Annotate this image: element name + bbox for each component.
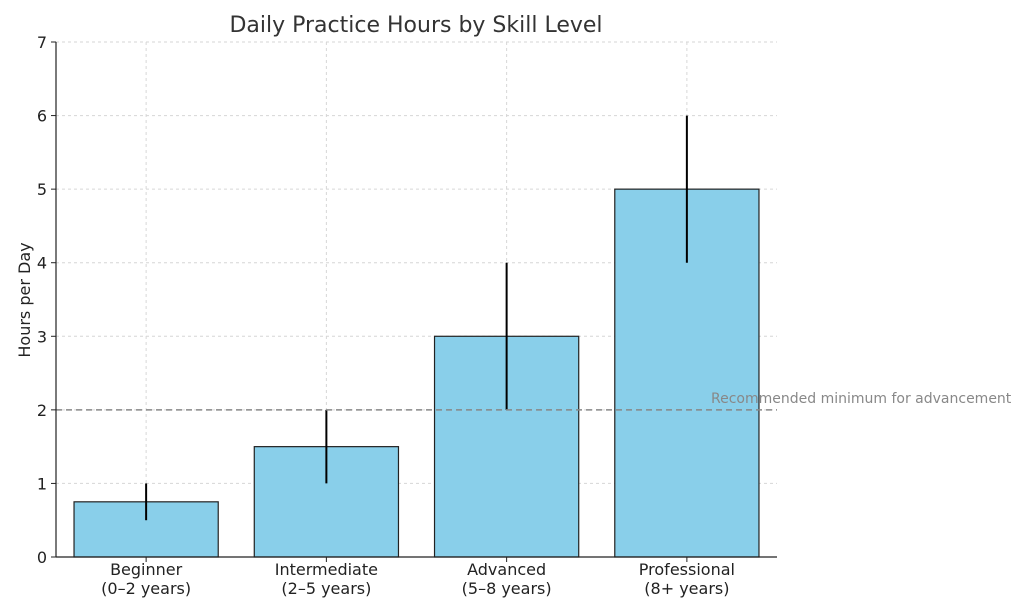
y-tick-label: 6 (37, 107, 47, 126)
axes (55, 42, 777, 558)
y-tick-label: 4 (37, 254, 47, 273)
y-tick-label: 5 (37, 180, 47, 199)
x-tick-label-line: (0–2 years) (101, 579, 191, 598)
y-tick-label: 7 (37, 33, 47, 52)
x-tick-label: Professional (8+ years) (639, 560, 735, 598)
error-bars (145, 115, 688, 521)
x-tick-label-line: (2–5 years) (281, 579, 371, 598)
y-ticks: 0 1 2 3 4 5 6 7 (37, 33, 56, 567)
x-tick-label-line: Beginner (110, 560, 183, 579)
x-ticks: Beginner (0–2 years) Intermediate (2–5 year… (101, 557, 735, 598)
x-tick-label-line: Professional (639, 560, 735, 579)
y-tick-label: 1 (37, 474, 47, 493)
y-axis-label: Hours per Day (15, 242, 34, 357)
bars (73, 188, 760, 558)
x-tick-label: Advanced (5–8 years) (462, 560, 552, 598)
x-tick-label-line: (8+ years) (644, 579, 729, 598)
x-tick-label: Beginner (0–2 years) (101, 560, 191, 598)
reference-line-label: Recommended minimum for advancement (711, 391, 1012, 407)
x-tick-label: Intermediate (2–5 years) (275, 560, 378, 598)
chart-title: Daily Practice Hours by Skill Level (229, 13, 602, 38)
x-tick-label-line: (5–8 years) (462, 579, 552, 598)
y-tick-label: 0 (37, 548, 47, 567)
reference-line-group: Recommended minimum for advancement (56, 391, 1012, 411)
x-tick-label-line: Advanced (467, 560, 546, 579)
x-tick-label-line: Intermediate (275, 560, 378, 579)
y-tick-label: 3 (37, 327, 47, 346)
y-tick-label: 2 (37, 401, 47, 420)
